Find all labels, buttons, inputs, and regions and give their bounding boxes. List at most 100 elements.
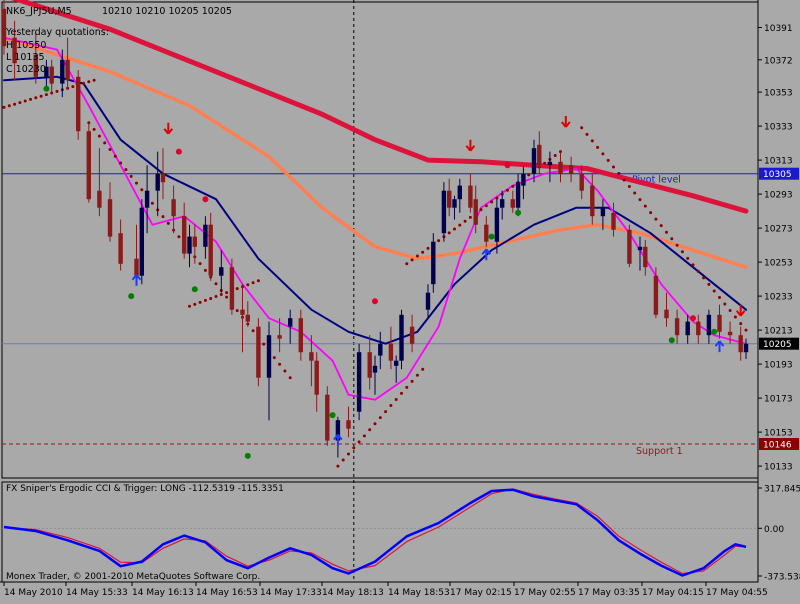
- psar-dot: [235, 287, 239, 291]
- psar-dot: [468, 215, 472, 219]
- psar-dot: [55, 89, 59, 93]
- sub-y-tick-label: 317.8451: [764, 485, 800, 495]
- psar-dot: [97, 134, 101, 138]
- candle-body-up: [44, 66, 49, 77]
- psar-dot: [39, 94, 43, 98]
- candle-body-down: [192, 236, 197, 247]
- psar-dot: [421, 250, 425, 254]
- candle-body-down: [97, 190, 102, 208]
- y-tick-label: 10193: [764, 361, 793, 371]
- y-tick-label: 10233: [764, 293, 793, 303]
- psar-dot: [553, 153, 557, 157]
- psar-dot: [119, 161, 123, 165]
- candle-body-down: [664, 309, 669, 319]
- psar-dot: [251, 281, 255, 285]
- support-price-tag: [759, 438, 799, 450]
- env-line: [3, 36, 747, 401]
- psar-dot: [87, 80, 91, 84]
- psar-dot: [198, 262, 202, 266]
- psar-dot: [410, 379, 414, 383]
- red-signal-dot: [504, 162, 511, 169]
- psar-dot: [585, 132, 589, 136]
- x-tick-label: 14 May 16:53: [196, 588, 258, 598]
- psar-dot: [288, 376, 292, 380]
- psar-dot: [18, 101, 22, 105]
- sub-y-tick-label: 0.00: [764, 525, 784, 535]
- candle-body-up: [706, 314, 712, 336]
- psar-dot: [82, 81, 85, 85]
- candle-body-down: [86, 131, 91, 200]
- ma_slow-line: [10, 0, 749, 214]
- candle-body-down: [473, 199, 478, 225]
- candle-body-down: [643, 246, 648, 268]
- psar-dot: [458, 223, 462, 227]
- psar-dot: [373, 422, 377, 426]
- psar-dot: [256, 279, 260, 283]
- psar-dot: [23, 99, 27, 103]
- candle-body-up: [457, 185, 462, 200]
- candle-body-up: [399, 314, 404, 361]
- psar-dot: [140, 188, 144, 192]
- x-tick-label: 14 May 18:13: [322, 588, 384, 598]
- psar-dot: [675, 243, 679, 247]
- candle-body-down: [568, 165, 574, 174]
- candle-body-down: [49, 66, 54, 84]
- psar-dot: [203, 268, 207, 272]
- y-tick-label: 10372: [764, 56, 793, 66]
- candle-body-up: [203, 224, 208, 247]
- candle-body-down: [590, 185, 595, 217]
- buy-arrow: [131, 274, 142, 286]
- psar-dot: [34, 96, 38, 100]
- y-tick-label: 10153: [764, 429, 793, 439]
- psar-dot: [389, 404, 393, 408]
- y-tick-label: 10391: [764, 24, 793, 34]
- candle-body-down: [717, 314, 722, 332]
- green-signal-dot: [668, 337, 675, 344]
- psar-dot: [696, 269, 700, 273]
- red-signal-dot: [690, 315, 696, 322]
- psar-dot: [463, 219, 467, 223]
- candle-body-down: [447, 190, 452, 208]
- copyright-text: Monex Trader, © 2001-2010 MetaQuotes Sof…: [6, 572, 260, 582]
- y-tick-label: 10313: [764, 157, 793, 167]
- psar-dot: [643, 204, 647, 208]
- psar-dot: [235, 309, 239, 313]
- psar-dot: [362, 434, 366, 438]
- y-tick-label: 10293: [764, 191, 793, 201]
- candle-body-down: [325, 394, 330, 441]
- psar-dot: [453, 227, 456, 231]
- buy-arrow: [714, 340, 725, 353]
- psar-dot: [198, 300, 202, 304]
- psar-dot: [543, 161, 547, 165]
- psar-dot: [601, 152, 605, 156]
- candle-body-down: [229, 267, 235, 310]
- support-level-label: Support 1: [636, 446, 683, 457]
- psar-dot: [166, 221, 170, 225]
- psar-dot: [707, 282, 711, 286]
- candle-body-up: [335, 420, 341, 441]
- trigger-line: [3, 488, 747, 575]
- psar-dot: [262, 342, 266, 346]
- yesterday-title: Yesterday quotations:: [5, 27, 109, 38]
- pivot-price-tag: [759, 167, 799, 180]
- x-tick-label: 14 May 15:33: [66, 588, 128, 598]
- candle-body-up: [266, 335, 272, 378]
- psar-dot: [177, 235, 181, 239]
- x-tick-label: 14 May 17:33: [260, 588, 322, 598]
- psar-dot: [617, 171, 621, 175]
- psar-dot: [336, 464, 340, 468]
- psar-dot: [214, 294, 218, 298]
- psar-dot: [225, 291, 229, 295]
- candle-body-down: [118, 233, 123, 264]
- psar-dot: [723, 302, 727, 306]
- green-signal-dot: [43, 85, 50, 92]
- candle-body-down: [653, 275, 659, 315]
- psar-dot: [490, 200, 494, 204]
- y-tick-label: 10213: [764, 327, 793, 337]
- candle-body-down: [160, 173, 166, 183]
- candle-body-up: [378, 343, 383, 356]
- candle-body-down: [1, 8, 7, 47]
- candle-body-down: [558, 161, 563, 174]
- candle-body-up: [441, 190, 447, 234]
